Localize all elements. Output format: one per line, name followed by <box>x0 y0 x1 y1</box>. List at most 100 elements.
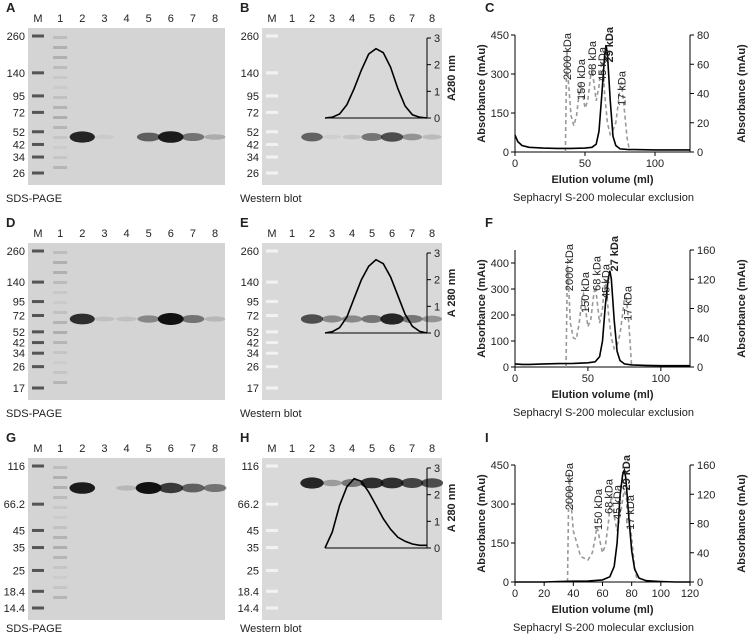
data-line <box>566 472 639 583</box>
x-axis-label: Elution volume (ml) <box>551 604 653 616</box>
marker-label: 66.2 <box>4 499 25 511</box>
annotation: 45 kDa <box>612 484 624 520</box>
y-tick-label: 0 <box>434 328 440 340</box>
marker-band <box>32 589 44 593</box>
smear-band <box>53 556 68 559</box>
marker-label: 72 <box>247 310 259 322</box>
lane-label: 6 <box>168 13 174 25</box>
x-tick-label: 100 <box>652 373 670 385</box>
lane-label: 7 <box>409 443 415 455</box>
lane-label: M <box>267 228 276 240</box>
lane-label: 8 <box>212 13 218 25</box>
annotation: 2000 kDa <box>564 243 576 291</box>
lane-label: 1 <box>57 443 63 455</box>
caption: Western blot <box>240 193 302 205</box>
marker-band <box>32 313 44 317</box>
marker-band <box>32 528 44 532</box>
lane-label: 6 <box>168 228 174 240</box>
marker-label: 260 <box>241 246 259 258</box>
panel-letter: D <box>6 215 15 230</box>
x-tick-label: 100 <box>646 158 664 170</box>
lane-label: 1 <box>289 13 295 25</box>
lane-label: 1 <box>57 13 63 25</box>
protein-band <box>422 134 442 140</box>
protein-band <box>361 315 383 323</box>
marker-band <box>32 94 44 98</box>
marker-band <box>266 330 278 334</box>
marker-label: 17 <box>247 383 259 395</box>
y2-tick-label: 0 <box>697 577 703 589</box>
lane-label: 2 <box>309 228 315 240</box>
y-tick-label: 400 <box>491 258 509 270</box>
marker-band <box>266 568 278 572</box>
marker-band <box>266 528 278 532</box>
marker-band <box>266 110 278 114</box>
y-tick-label: 1 <box>434 516 440 528</box>
annotation: 68 kDa <box>587 40 599 76</box>
protein-band <box>420 478 444 488</box>
lane-label: 6 <box>389 443 395 455</box>
smear-band <box>53 46 68 49</box>
lane-label: 6 <box>168 443 174 455</box>
y-tick-label: 100 <box>491 336 509 348</box>
lane-label: 3 <box>329 228 335 240</box>
protein-band <box>300 314 324 324</box>
x-tick-label: 20 <box>538 588 550 600</box>
protein-band <box>137 315 160 323</box>
marker-label: 116 <box>241 461 259 473</box>
x-axis-label: Elution volume (ml) <box>551 174 653 186</box>
y-tick-label: 300 <box>491 499 509 511</box>
lane-label: 5 <box>369 13 375 25</box>
smear-band <box>53 526 68 529</box>
protein-band <box>380 477 404 489</box>
marker-label: 45 <box>247 525 259 537</box>
marker-band <box>32 386 44 390</box>
lane-label: 5 <box>146 443 152 455</box>
smear-band <box>53 166 68 169</box>
smear-band <box>53 546 68 549</box>
lane-label: 6 <box>389 13 395 25</box>
lane-label: 3 <box>101 228 107 240</box>
data-line <box>514 270 690 367</box>
protein-band <box>361 133 383 141</box>
lane-label: 2 <box>79 13 85 25</box>
marker-label: 52 <box>247 327 259 339</box>
y2-tick-label: 0 <box>697 147 703 159</box>
smear-band <box>53 96 68 99</box>
lane-label: 3 <box>329 443 335 455</box>
panel-letter: H <box>240 430 249 445</box>
lane-label: 6 <box>389 228 395 240</box>
smear-band <box>53 506 68 509</box>
y2-tick-label: 40 <box>697 89 709 101</box>
marker-band <box>32 71 44 75</box>
gel <box>262 28 442 185</box>
lane-label: 1 <box>289 443 295 455</box>
marker-label: 72 <box>13 107 25 119</box>
y2-tick-label: 60 <box>697 59 709 71</box>
y-tick-label: 300 <box>491 69 509 81</box>
lane-label: 4 <box>349 228 355 240</box>
protein-band <box>401 315 423 323</box>
marker-label: 140 <box>241 68 259 80</box>
protein-band <box>322 134 342 140</box>
y-tick-label: 3 <box>434 463 440 475</box>
marker-band <box>266 341 278 345</box>
protein-band <box>136 132 161 142</box>
annotation: 45 kDa <box>600 263 612 299</box>
marker-band <box>32 341 44 345</box>
marker-label: 42 <box>13 139 25 151</box>
panel-letter: A <box>6 0 16 15</box>
marker-band <box>266 589 278 593</box>
y2-axis-label: Absorbance (mAu) <box>736 44 748 143</box>
y2-tick-label: 80 <box>697 30 709 42</box>
panel-letter: G <box>6 430 16 445</box>
annotation: 150 kDa <box>593 488 605 530</box>
annotation: 27 kDa <box>609 235 621 271</box>
marker-band <box>32 171 44 175</box>
smear-band <box>53 36 68 39</box>
y-tick-label: 150 <box>491 108 509 120</box>
annotation: 17 kDa <box>625 494 637 530</box>
marker-band <box>266 502 278 506</box>
marker-band <box>266 606 278 610</box>
